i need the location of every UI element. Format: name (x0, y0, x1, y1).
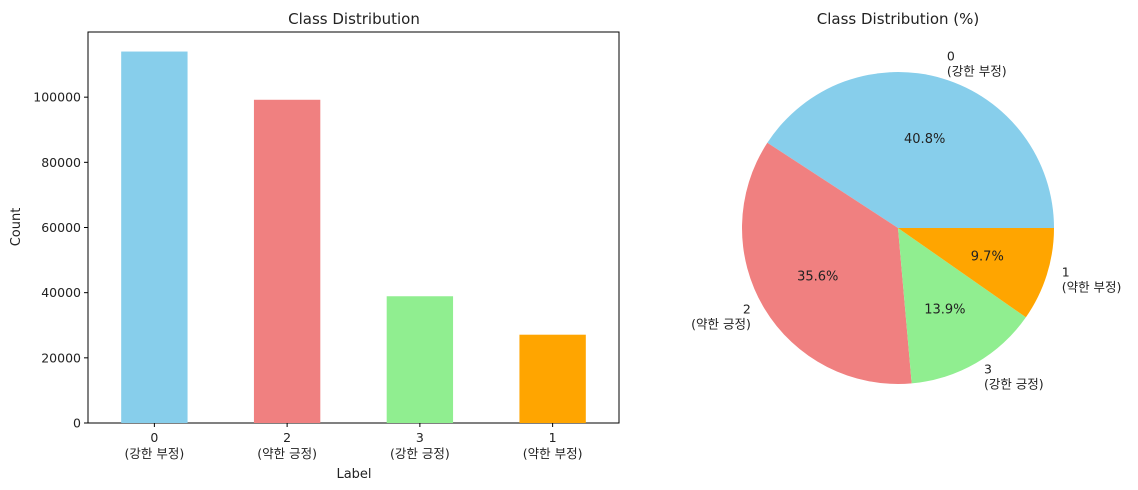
x-tick-label: 1 (549, 430, 557, 445)
bar-3 (386, 296, 454, 423)
pie-pct-label: 9.7% (971, 250, 1004, 265)
pie-pct-label: 13.9% (924, 303, 965, 318)
bar-y-axis: 0 20000 40000 60000 80000 100000 (33, 90, 88, 431)
bar-series (121, 51, 586, 424)
pie-category-label: 2 (743, 301, 751, 316)
x-tick-sublabel: (약한 긍정) (257, 446, 317, 461)
bar-chart: Class Distribution 0 20000 40000 60000 80000… (9, 10, 620, 482)
pie-slices (742, 72, 1054, 384)
pie-slice-1 (898, 228, 1054, 318)
bar-0 (121, 51, 188, 424)
bar-2 (253, 99, 321, 424)
y-tick-label: 0 (73, 416, 81, 431)
x-tick-sublabel: (강한 긍정) (390, 446, 450, 461)
pie-slice-2 (742, 142, 912, 384)
y-tick-label: 40000 (41, 285, 81, 300)
pie-category-label: 3 (984, 362, 992, 377)
x-tick-label: 2 (283, 430, 291, 445)
pie-pct-label: 35.6% (797, 270, 838, 285)
x-tick-label: 3 (416, 430, 424, 445)
pie-labels: 40.8% 0(강한 부정) 35.6% 2(약한 긍정) 13.9% 3(강한 긍정) 9… (691, 49, 1121, 392)
y-tick-label: 80000 (41, 155, 81, 170)
x-tick-label: 0 (150, 430, 158, 445)
pie-category-sublabel: (강한 부정) (947, 64, 1007, 79)
pie-pct-label: 40.8% (904, 132, 945, 147)
pie-slice-3 (898, 228, 1026, 384)
bar-x-axis: 0(강한 부정) 2(약한 긍정) 3(강한 긍정) 1(약한 부정) (125, 423, 583, 461)
bar-x-axis-label: Label (336, 467, 371, 482)
pie-category-sublabel: (약한 부정) (1062, 279, 1122, 294)
y-tick-label: 60000 (41, 220, 81, 235)
x-tick-sublabel: (강한 부정) (125, 446, 185, 461)
pie-chart-title: Class Distribution (%) (817, 10, 979, 28)
pie-category-sublabel: (강한 긍정) (984, 377, 1044, 392)
pie-slice-0 (767, 72, 1054, 228)
pie-category-label: 1 (1062, 264, 1070, 279)
pie-category-sublabel: (약한 긍정) (691, 316, 751, 331)
x-tick-sublabel: (약한 부정) (523, 446, 583, 461)
y-tick-label: 20000 (41, 350, 81, 365)
bar-y-axis-label: Count (9, 208, 24, 247)
pie-category-label: 0 (947, 49, 955, 64)
bar-chart-title: Class Distribution (288, 10, 420, 28)
y-tick-label: 100000 (33, 90, 81, 105)
pie-chart: Class Distribution (%) 40.8% 0(강한 부정) 35.6… (691, 10, 1121, 392)
bar-1 (519, 334, 586, 423)
